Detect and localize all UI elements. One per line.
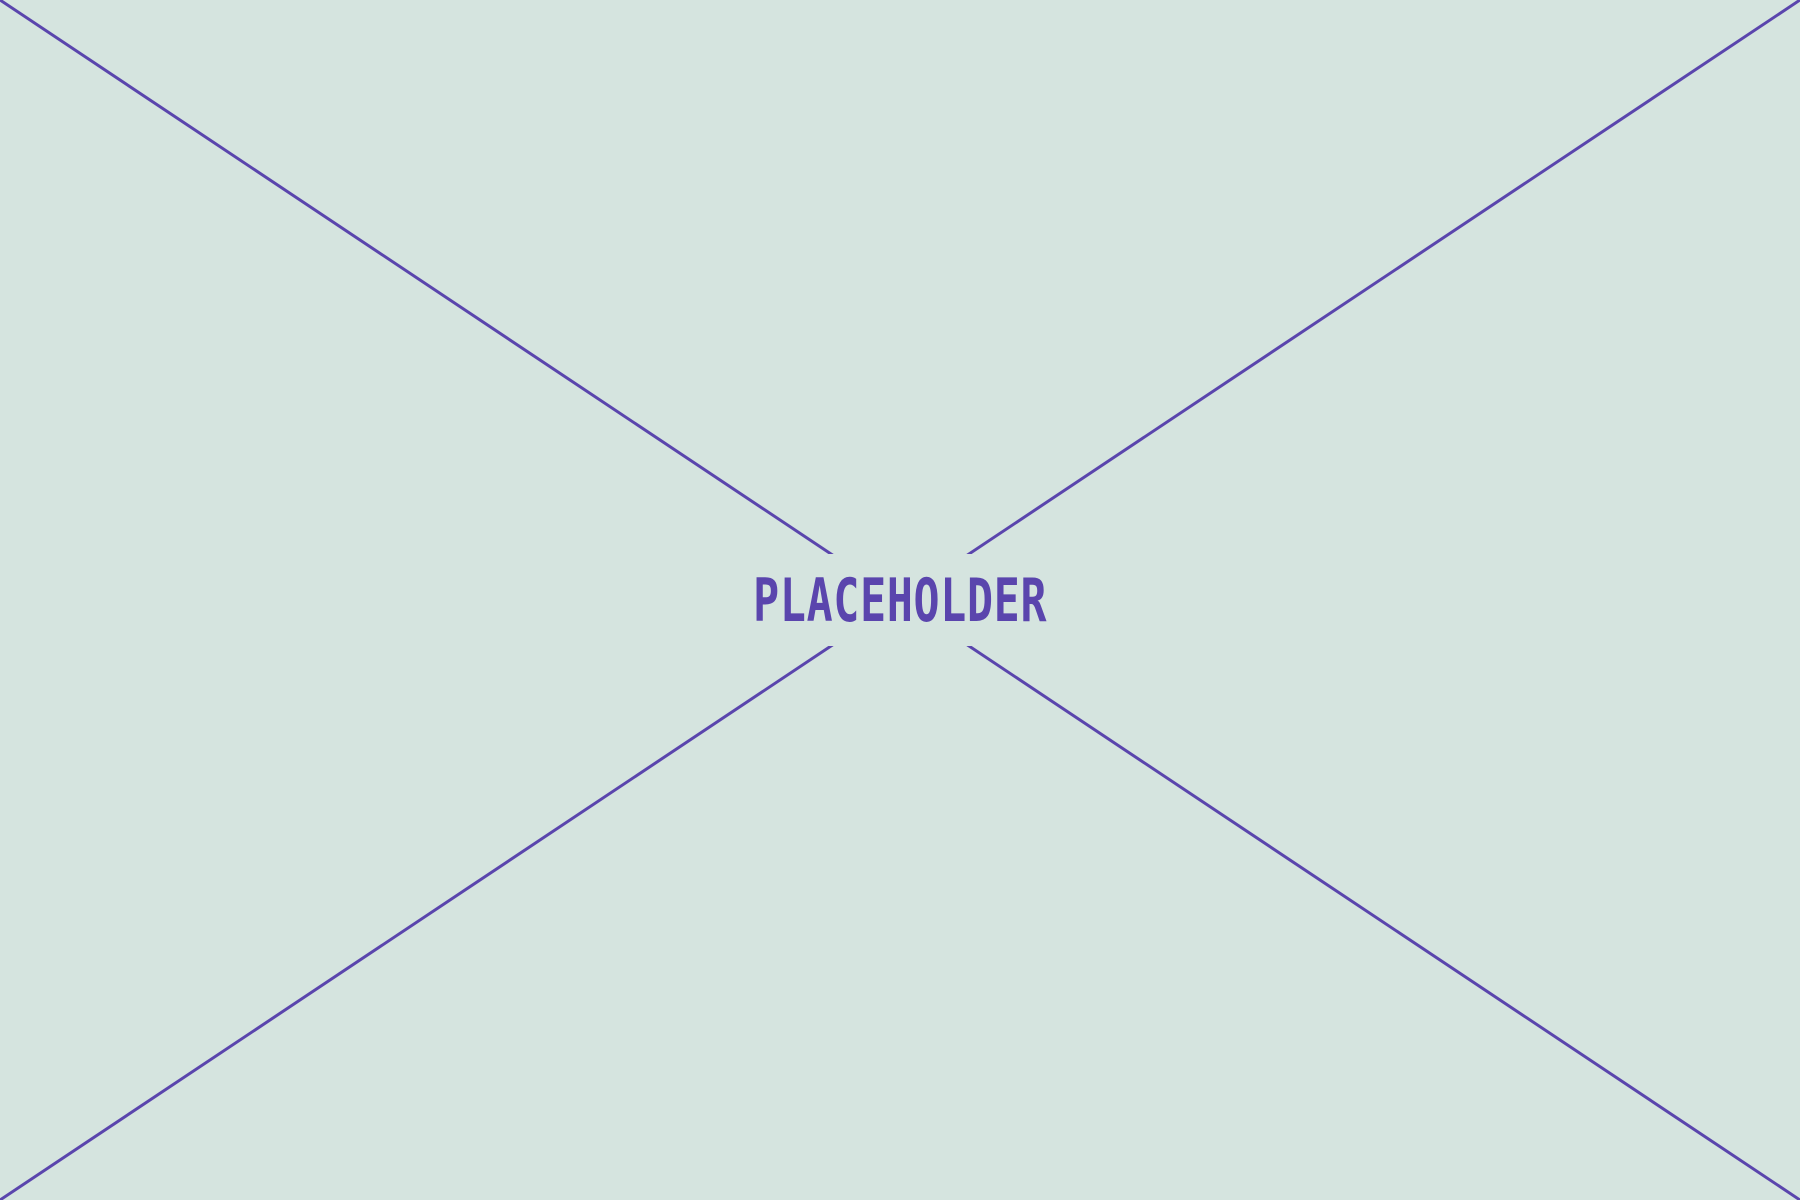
label-background-mask <box>720 554 1080 646</box>
